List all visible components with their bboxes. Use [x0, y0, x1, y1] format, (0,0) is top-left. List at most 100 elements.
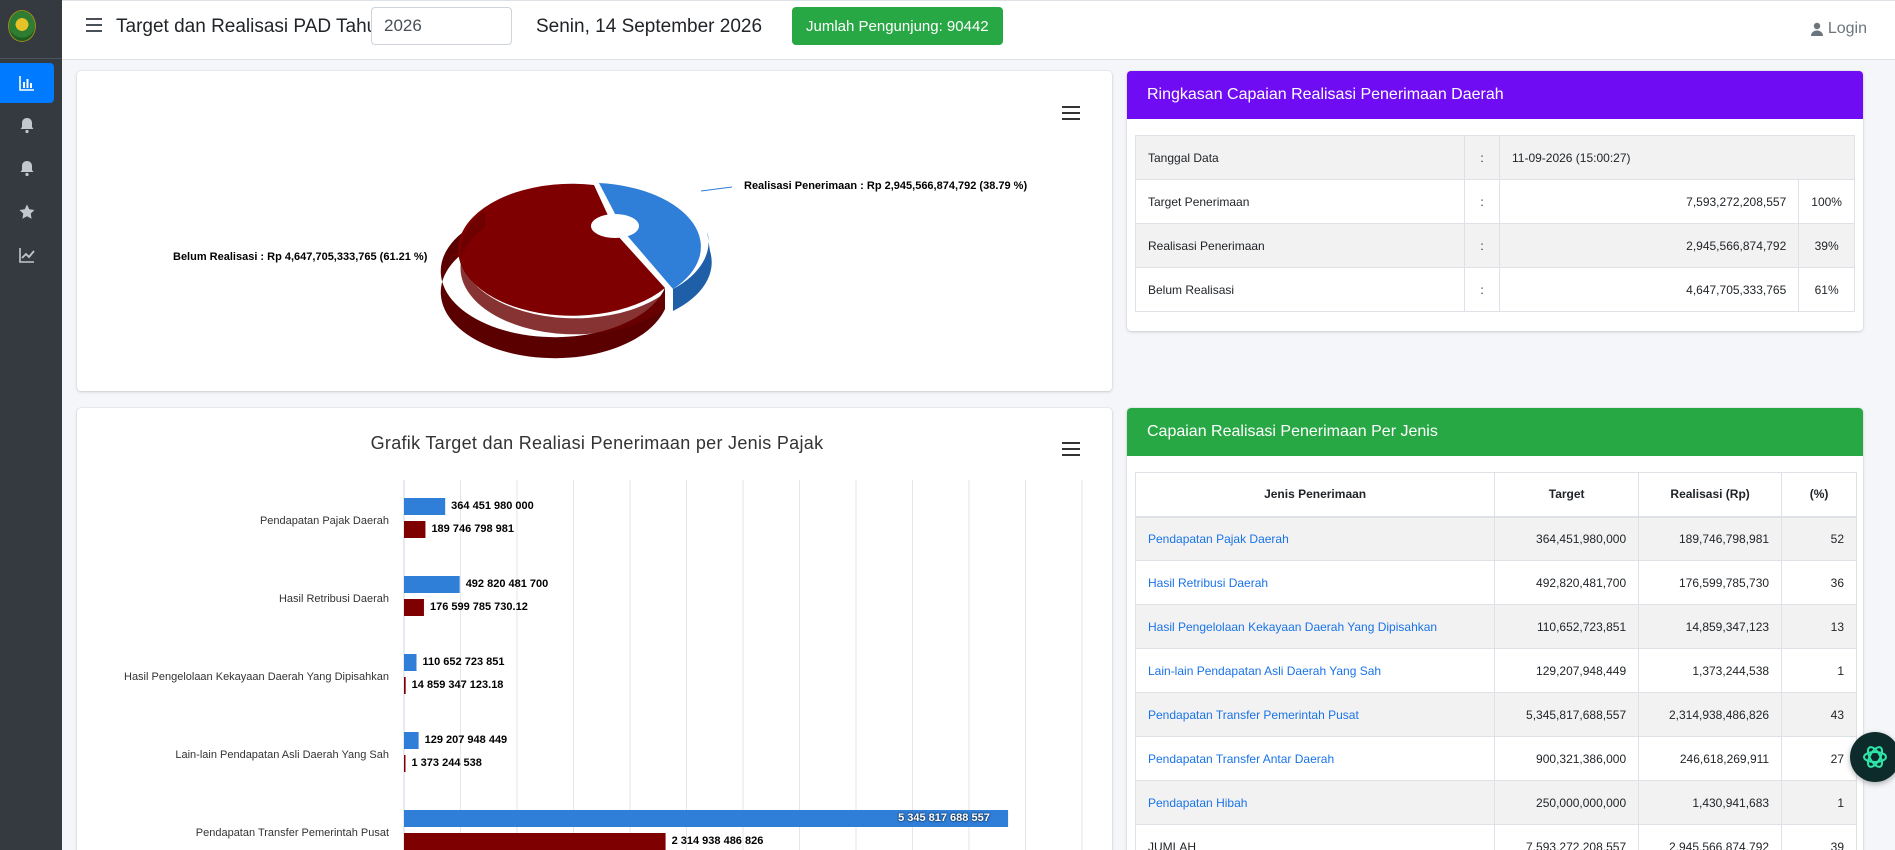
- sidebar: [0, 0, 62, 850]
- jenis-link[interactable]: Hasil Pengelolaan Kekayaan Daerah Yang D…: [1148, 619, 1438, 634]
- jenis-pct: 36: [1781, 560, 1857, 605]
- target-bar[interactable]: [404, 732, 419, 749]
- bar-chart-title: Grafik Target dan Realiasi Penerimaan pe…: [370, 433, 824, 453]
- bar-value-label: 129 207 948 449: [424, 734, 508, 746]
- jenis-target: 110,652,723,851: [1494, 604, 1640, 649]
- jenis-link[interactable]: Pendapatan Transfer Antar Daerah: [1148, 751, 1335, 766]
- jenis-name-cell: Pendapatan Transfer Antar Daerah: [1134, 736, 1496, 781]
- realisasi-connector: [700, 186, 733, 192]
- summary-value: 11-09-2026 (15:00:27): [1498, 135, 1856, 180]
- summary-row: Realisasi Penerimaan:2,945,566,874,792 39…: [1134, 223, 1855, 268]
- menu-toggle-icon[interactable]: [86, 18, 102, 34]
- summary-sep: :: [1464, 179, 1500, 224]
- jenis-name-cell: Pendapatan Hibah: [1134, 780, 1496, 825]
- realisasi-bar[interactable]: [404, 677, 406, 694]
- jenis-target: 900,321,386,000: [1494, 736, 1640, 781]
- sidebar-item-dashboard[interactable]: [0, 63, 54, 103]
- summary-value: 2,945,566,874,792: [1498, 223, 1800, 268]
- jenis-target: 129,207,948,449: [1494, 648, 1640, 693]
- col-pct-header: (%): [1781, 472, 1857, 518]
- summary-pct: 61%: [1798, 267, 1855, 312]
- summary-pct: 39%: [1798, 223, 1855, 268]
- bar-value-label: 110 652 723 851: [422, 656, 505, 668]
- pie-slice-belum-realisasi-bottom: [460, 211, 665, 335]
- jenis-pct: 39: [1781, 824, 1857, 850]
- realisasi-bar[interactable]: [404, 833, 666, 850]
- logo: [8, 10, 36, 42]
- table-row: Pendapatan Hibah 250,000,000,000 1,430,941…: [1134, 780, 1857, 825]
- jenis-name-cell: Hasil Pengelolaan Kekayaan Daerah Yang D…: [1134, 604, 1496, 649]
- pie-slice-belum-realisasi: [458, 183, 665, 316]
- pie-slice-realisasi: [599, 183, 701, 289]
- pie-slice-realisasi-side: [673, 231, 712, 311]
- target-bar[interactable]: [404, 810, 1009, 827]
- chart-menu-icon[interactable]: [1062, 442, 1080, 456]
- jenis-pct: 13: [1781, 604, 1857, 649]
- realisasi-bar[interactable]: [404, 599, 424, 616]
- summary-card-header: Ringkasan Capaian Realisasi Penerimaan D…: [1127, 71, 1863, 119]
- bar-chart-icon: [19, 76, 34, 91]
- category-label: Lain-lain Pendapatan Asli Daerah Yang Sa…: [175, 749, 389, 761]
- bar-chart-card: Grafik Target dan Realiasi Penerimaan pe…: [77, 408, 1112, 850]
- jenis-link[interactable]: Hasil Retribusi Daerah: [1148, 575, 1269, 590]
- bell-icon: [20, 161, 34, 177]
- assistant-fab[interactable]: [1850, 732, 1895, 782]
- jenis-realisasi: 246,618,269,911: [1638, 736, 1783, 781]
- login-label: Login: [1827, 20, 1867, 37]
- jenis-name-cell: JUMLAH: [1134, 824, 1496, 850]
- star-icon: [19, 204, 35, 219]
- jenis-total-label: JUMLAH: [1148, 839, 1197, 850]
- summary-sep: :: [1464, 267, 1500, 312]
- jenis-name-cell: Lain-lain Pendapatan Asli Daerah Yang Sa…: [1134, 648, 1496, 693]
- bar-value-label: 2 314 938 486 826: [671, 835, 764, 847]
- realisasi-bar[interactable]: [404, 755, 406, 772]
- jenis-name-cell: Pendapatan Pajak Daerah: [1134, 516, 1496, 561]
- line-chart-icon: [19, 248, 35, 263]
- summary-pct: 100%: [1798, 179, 1855, 224]
- target-bar[interactable]: [404, 654, 417, 671]
- jenis-link[interactable]: Pendapatan Transfer Pemerintah Pusat: [1148, 707, 1359, 722]
- jenis-pct: 27: [1781, 736, 1857, 781]
- sidebar-item-notifikasi-1[interactable]: [0, 105, 54, 145]
- bell-icon: [20, 118, 34, 134]
- bar-value-label: 189 746 798 981: [431, 523, 515, 535]
- belum-connector: [450, 245, 488, 257]
- login-link[interactable]: Login: [1810, 20, 1867, 38]
- current-date: Senin, 14 September 2026: [536, 16, 763, 37]
- target-bar[interactable]: [404, 498, 446, 515]
- col-realisasi-header: Realisasi (Rp): [1638, 472, 1783, 518]
- pie-chart-card: Realisasi Penerimaan : Rp 2,945,566,874,…: [77, 71, 1112, 391]
- summary-value: 4,647,705,333,765: [1498, 267, 1800, 312]
- jenis-realisasi: 2,945,566,874,792: [1638, 824, 1783, 850]
- year-input[interactable]: [371, 7, 512, 45]
- sidebar-item-notifikasi-2[interactable]: [0, 148, 54, 188]
- jenis-link[interactable]: Lain-lain Pendapatan Asli Daerah Yang Sa…: [1148, 663, 1382, 678]
- jenis-pct: 43: [1781, 692, 1857, 737]
- summary-sep: :: [1464, 135, 1500, 180]
- bar-value-label: 1 373 244 538: [411, 757, 482, 769]
- visitor-count-badge[interactable]: Jumlah Pengunjung: 90442: [792, 7, 1003, 45]
- jenis-link[interactable]: Pendapatan Pajak Daerah: [1148, 531, 1289, 546]
- jenis-realisasi: 14,859,347,123: [1638, 604, 1783, 649]
- assistant-icon: [1863, 746, 1887, 768]
- summary-table: Tanggal Data:11-09-2026 (15:00:27) Target…: [1134, 135, 1856, 312]
- jenis-realisasi: 189,746,798,981: [1638, 516, 1783, 561]
- jenis-realisasi: 176,599,785,730: [1638, 560, 1783, 605]
- jenis-target: 492,820,481,700: [1494, 560, 1640, 605]
- table-row: Pendapatan Transfer Pemerintah Pusat 5,34…: [1134, 692, 1857, 737]
- jenis-target: 5,345,817,688,557: [1494, 692, 1640, 737]
- jenis-pct: 1: [1781, 780, 1857, 825]
- sidebar-item-grafik[interactable]: [0, 235, 54, 275]
- jenis-link[interactable]: Pendapatan Hibah: [1148, 795, 1248, 810]
- jenis-target: 364,451,980,000: [1494, 516, 1640, 561]
- realisasi-bar[interactable]: [404, 521, 426, 538]
- summary-value: 7,593,272,208,557: [1498, 179, 1800, 224]
- jenis-realisasi: 1,430,941,683: [1638, 780, 1783, 825]
- sidebar-item-favorit[interactable]: [0, 192, 54, 232]
- category-label: Hasil Pengelolaan Kekayaan Daerah Yang D…: [124, 671, 389, 683]
- summary-label: Realisasi Penerimaan: [1134, 223, 1466, 268]
- chart-menu-icon[interactable]: [1062, 106, 1080, 120]
- target-bar[interactable]: [404, 576, 460, 593]
- table-row: JUMLAH 7,593,272,208,557 2,945,566,874,792…: [1134, 824, 1857, 850]
- top-navbar: Target dan Realisasi PAD Tahun Senin, 14…: [62, 0, 1895, 60]
